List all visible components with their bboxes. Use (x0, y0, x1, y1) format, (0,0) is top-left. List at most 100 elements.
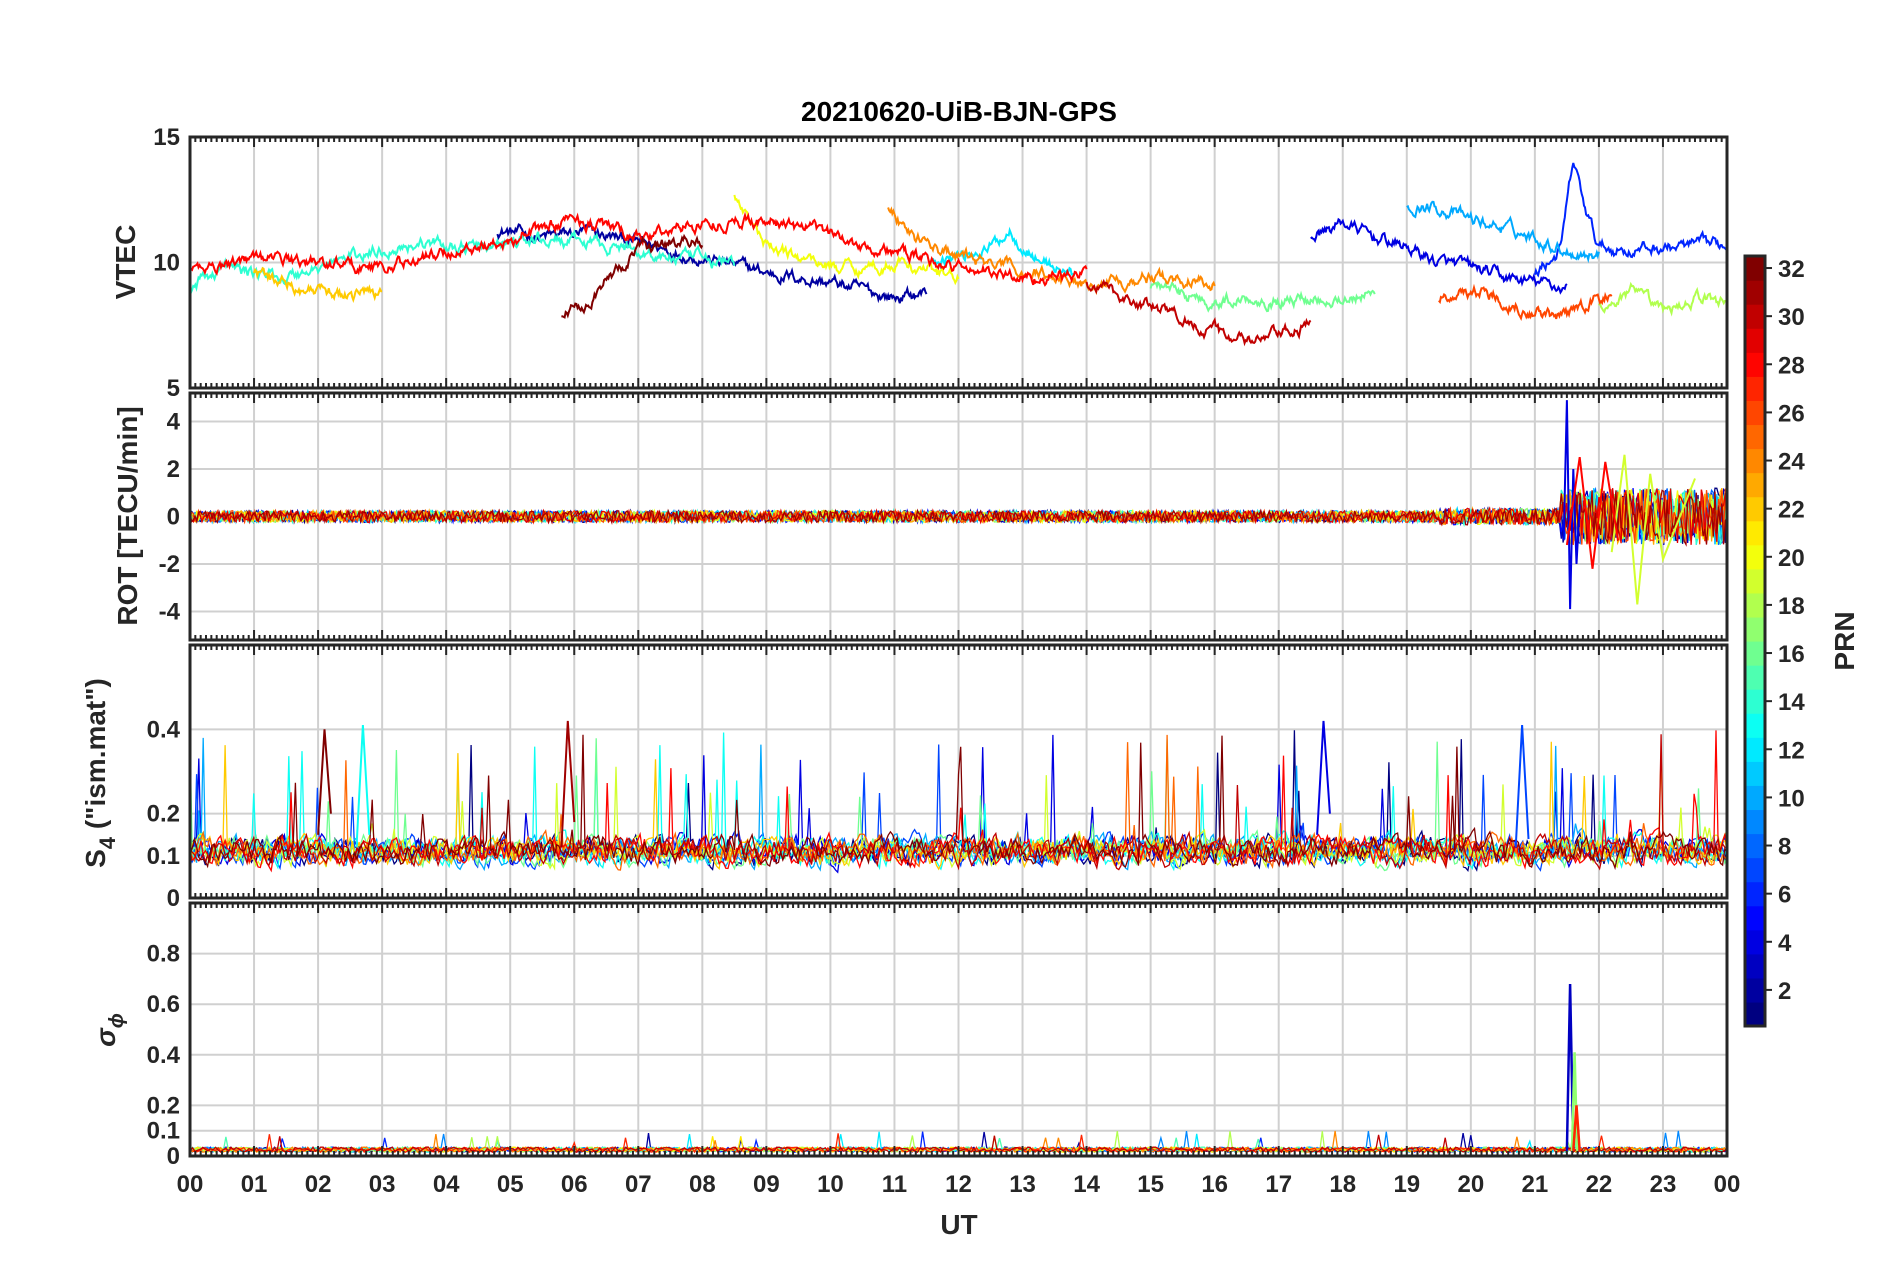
rot-series-prn-31 (189, 488, 1728, 547)
vtec-ytick-label: 15 (153, 124, 180, 151)
s4-ylabel-sub: 4 (95, 836, 120, 849)
colorbar-swatch (1745, 881, 1765, 907)
colorbar-tick-label: 6 (1778, 882, 1791, 909)
colorbar-swatch (1745, 616, 1765, 642)
colorbar-tick-label: 32 (1778, 256, 1805, 283)
colorbar-swatch (1745, 376, 1765, 401)
colorbar-swatch (1745, 713, 1765, 738)
s4-ylabel: S4 ("ism.mat") (80, 678, 120, 868)
x-tick-label: 00 (177, 1171, 204, 1198)
colorbar-swatch (1745, 953, 1765, 979)
colorbar-swatch (1745, 568, 1765, 594)
x-tick-label: 05 (497, 1171, 524, 1198)
colorbar-swatch (1745, 448, 1765, 474)
s4-series-prn-32 (189, 734, 1728, 871)
colorbar-swatch (1745, 833, 1765, 859)
sigma-spike-prn-27 (1572, 1105, 1581, 1151)
panel-vtec: 5 10 15 VTEC (110, 124, 1729, 402)
s4-series-prn-13 (189, 732, 1728, 872)
x-tick-label: 21 (1522, 1171, 1549, 1198)
s4-peak-prn-31 (560, 720, 576, 848)
rot-spike-prn-4 (1562, 400, 1581, 610)
x-tick-label: 22 (1586, 1171, 1613, 1198)
colorbar-swatch (1745, 496, 1765, 522)
colorbar-tick-label: 16 (1778, 641, 1805, 668)
rot-spike-prn-19 (1610, 454, 1696, 605)
panel-rot: -4 -2 0 2 4 ROT [TECU/min] (112, 391, 1729, 642)
sigma-ylabel-main: σ (90, 1027, 121, 1047)
x-tick-label: 11 (882, 1171, 907, 1198)
x-tick-label: 16 (1201, 1171, 1228, 1198)
x-tick-label: 20 (1457, 1171, 1484, 1198)
s4-ytick-label: 0.1 (147, 843, 180, 870)
x-tick-label: 08 (689, 1171, 716, 1198)
rot-ytick-label: -4 (159, 599, 181, 626)
x-tick-label: 18 (1329, 1171, 1356, 1198)
panel-s4: 0 0.1 0.2 0.4 S4 ("ism.mat") (80, 643, 1729, 912)
rot-ylabel: ROT [TECU/min] (112, 406, 143, 625)
x-tick-label: 04 (433, 1171, 460, 1198)
colorbar-swatch (1745, 929, 1765, 955)
s4-series-prn-25 (189, 734, 1728, 871)
x-tick-label: 06 (561, 1171, 588, 1198)
colorbar-swatch (1745, 785, 1765, 811)
colorbar-tick-label: 24 (1778, 449, 1805, 476)
x-tick-label: 15 (1137, 1171, 1164, 1198)
vtec-series-prn-24 (887, 206, 1216, 296)
vtec-series-prn-10 (1406, 200, 1600, 264)
x-tick-label: 17 (1265, 1171, 1292, 1198)
colorbar-swatch (1745, 977, 1765, 1003)
x-tick-label: 23 (1650, 1171, 1677, 1198)
x-tick-label: 14 (1073, 1171, 1100, 1198)
x-tick-label: 19 (1393, 1171, 1420, 1198)
colorbar-swatch (1745, 280, 1765, 305)
x-axis-label: UT (940, 1209, 977, 1240)
sigma-ytick-label: 0.8 (147, 941, 180, 968)
s4-ylabel-rest: ("ism.mat") (80, 678, 111, 837)
s4-series-prn-28 (189, 730, 1728, 873)
sigma-ytick-label: 0.2 (147, 1092, 180, 1119)
colorbar-swatch (1745, 1001, 1765, 1027)
sigma-ytick-label: 0.6 (147, 991, 180, 1018)
x-tick-label: 10 (817, 1171, 844, 1198)
colorbar-tick-label: 14 (1778, 689, 1805, 716)
x-tick-label: 00 (1714, 1171, 1741, 1198)
vtec-series-prn-6 (1533, 162, 1728, 278)
chart-title: 20210620-UiB-BJN-GPS (801, 96, 1117, 127)
colorbar-swatch (1745, 256, 1765, 281)
colorbar-tick-label: 18 (1778, 593, 1805, 620)
colorbar-tick-label: 12 (1778, 737, 1805, 764)
vtec-series-prn-30 (1085, 278, 1312, 347)
vtec-series-prn-18 (1598, 281, 1727, 317)
colorbar-swatch (1745, 520, 1765, 546)
s4-ytick-label: 0.2 (147, 801, 180, 828)
sigma-ylabel: σϕ (90, 1013, 128, 1047)
vtec-ylabel: VTEC (110, 225, 141, 300)
s4-peak-prn-4 (1316, 720, 1331, 835)
colorbar-swatch (1745, 857, 1765, 883)
vtec-series-prn-2 (496, 220, 928, 304)
sigma-ytick-label: 0 (167, 1143, 180, 1170)
colorbar-tick-label: 4 (1778, 930, 1792, 957)
colorbar-tick-label: 10 (1778, 785, 1805, 812)
vtec-ytick-label: 5 (167, 375, 180, 402)
x-tick-label: 13 (1009, 1171, 1036, 1198)
vtec-series-prn-4 (1310, 217, 1568, 295)
s4-ylabel-main: S (80, 849, 111, 868)
s4-ytick-label: 0 (167, 885, 180, 912)
sigma-ylabel-sub: ϕ (106, 1013, 128, 1028)
vtec-series-prn-26 (1438, 283, 1613, 321)
colorbar-tick-label: 22 (1778, 497, 1805, 524)
vtec-series-prn-16 (1149, 280, 1376, 313)
vtec-series-prn-22 (253, 266, 383, 304)
s4-series-prn-22 (189, 741, 1728, 871)
rot-ytick-label: 2 (167, 456, 180, 483)
colorbar-swatch (1745, 400, 1765, 426)
colorbar-swatch (1745, 737, 1765, 762)
colorbar-swatch (1745, 328, 1765, 353)
colorbar-tick-label: 8 (1778, 834, 1791, 861)
x-tick-label: 09 (753, 1171, 780, 1198)
colorbar-swatch (1745, 689, 1765, 714)
colorbar-swatch (1745, 592, 1765, 618)
